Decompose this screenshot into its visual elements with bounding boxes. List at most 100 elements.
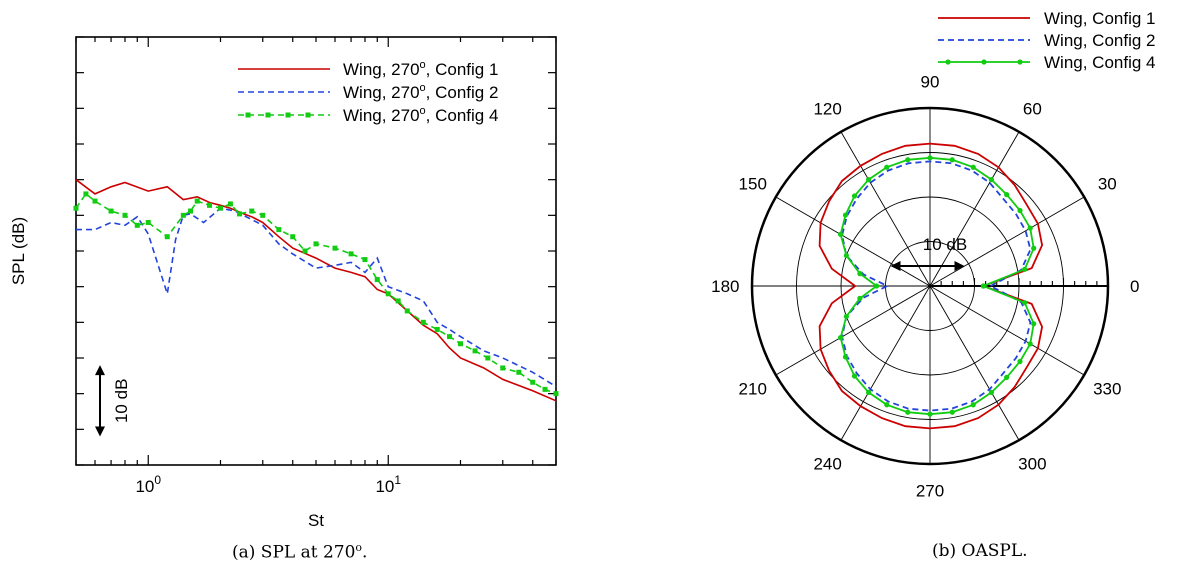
oaspl-data-point [866,390,871,395]
spl-data-point [181,213,186,218]
spl-data-point [165,234,170,239]
spl-data-point [447,334,452,339]
oaspl-data-point [857,296,862,301]
oaspl-angle-label: 330 [1093,379,1121,398]
oaspl-data-point [884,402,889,407]
oaspl-data-point [1017,208,1022,213]
oaspl-radial-scale-label: 10 dB [923,235,967,254]
oaspl-angle-label: 0 [1130,277,1139,296]
oaspl-angle-label: 60 [1023,100,1042,119]
oaspl-angle-label: 30 [1098,175,1117,194]
spl-legend-marker [246,113,251,118]
oaspl-angle-label: 180 [711,277,739,296]
spl-data-point [303,249,308,254]
spl-series-line-config-2 [76,208,556,386]
oaspl-angle-label: 240 [813,454,841,473]
spl-scale-bar-label: 10 dB [112,379,131,423]
oaspl-data-point [989,177,994,182]
spl-x-tick-label: 100 [135,473,161,496]
oaspl-data-point [866,177,871,182]
spl-data-point [74,206,79,211]
oaspl-data-point [1017,359,1022,364]
spl-data-point [260,213,265,218]
spl-data-point [314,241,319,246]
oaspl-spoke [930,286,1019,440]
oaspl-data-point [927,155,932,160]
oaspl-data-point [1028,341,1033,346]
oaspl-spoke [841,286,930,440]
oaspl-data-point [838,232,843,237]
oaspl-legend-label: Wing, Config 2 [1044,31,1156,50]
spl-data-point [122,213,127,218]
spl-data-point [485,356,490,361]
oaspl-data-point [981,283,986,288]
oaspl-data-point [905,157,910,162]
spl-data-point [543,387,548,392]
oaspl-data-point [950,410,955,415]
oaspl-spoke [930,132,1019,286]
oaspl-spoke [776,286,930,375]
oaspl-data-point [844,314,849,319]
oaspl-data-point [852,373,857,378]
spl-legend-marker [286,113,291,118]
oaspl-radial-scale: 10 dB [891,235,968,271]
caption-b: (b) OASPL. [932,541,1028,561]
oaspl-angle-label: 300 [1018,454,1046,473]
spl-data-point [83,191,88,196]
oaspl-data-point [843,212,848,217]
oaspl-data-point [927,412,932,417]
spl-data-point [421,320,426,325]
oaspl-data-point [843,354,848,359]
oaspl-data-point [905,410,910,415]
spl-data-point [435,327,440,332]
spl-legend-marker [266,113,271,118]
spl-data-point [207,203,212,208]
spl-legend-label: Wing, 270o, Config 4 [343,105,498,125]
spl-data-point [458,341,463,346]
caption-a: (a) SPL at 270o. [232,541,367,563]
oaspl-legend-label: Wing, Config 4 [1044,53,1156,72]
spl-scale-bar: 10 dB [95,365,131,436]
spl-data-point [237,211,242,216]
oaspl-data-point [1004,375,1009,380]
oaspl-data-point [884,165,889,170]
oaspl-data-point [950,157,955,162]
spl-data-point [500,365,505,370]
oaspl-data-point [971,165,976,170]
spl-data-point [530,380,535,385]
spl-data-point [188,209,193,214]
spl-series-line-config-1 [76,180,556,401]
oaspl-spoke [930,286,1084,375]
spl-data-point [93,199,98,204]
arrow-down-icon [95,426,105,436]
spl-legend-label: Wing, 270o, Config 1 [343,59,498,79]
oaspl-data-point [838,335,843,340]
oaspl-data-point [971,402,976,407]
spl-data-point [109,209,114,214]
spl-chart: 100 101 St SPL (dB) 10 dB Wing, 270o, Con… [9,37,559,530]
spl-data-point [333,246,338,251]
spl-data-point [405,308,410,313]
spl-data-point [396,298,401,303]
oaspl-angle-label: 210 [739,379,767,398]
oaspl-data-point [874,283,879,288]
spl-data-point [554,391,559,396]
spl-data-point [276,227,281,232]
oaspl-data-point [1031,321,1036,326]
oaspl-angle-label: 120 [813,100,841,119]
oaspl-data-point [857,271,862,276]
spl-legend: Wing, 270o, Config 1 Wing, 270o, Config 2… [238,59,498,125]
spl-x-axis-label: St [308,511,324,530]
oaspl-angle-label: 270 [916,482,944,501]
oaspl-data-point [1028,226,1033,231]
oaspl-legend-marker [945,59,950,64]
spl-data-point [375,277,380,282]
spl-legend-marker [306,113,311,118]
oaspl-data-point [989,390,994,395]
spl-data-point [473,348,478,353]
oaspl-data-point [1004,192,1009,197]
spl-data-point [386,291,391,296]
spl-data-point [135,223,140,228]
oaspl-legend: Wing, Config 1Wing, Config 2Wing, Config… [938,9,1156,72]
